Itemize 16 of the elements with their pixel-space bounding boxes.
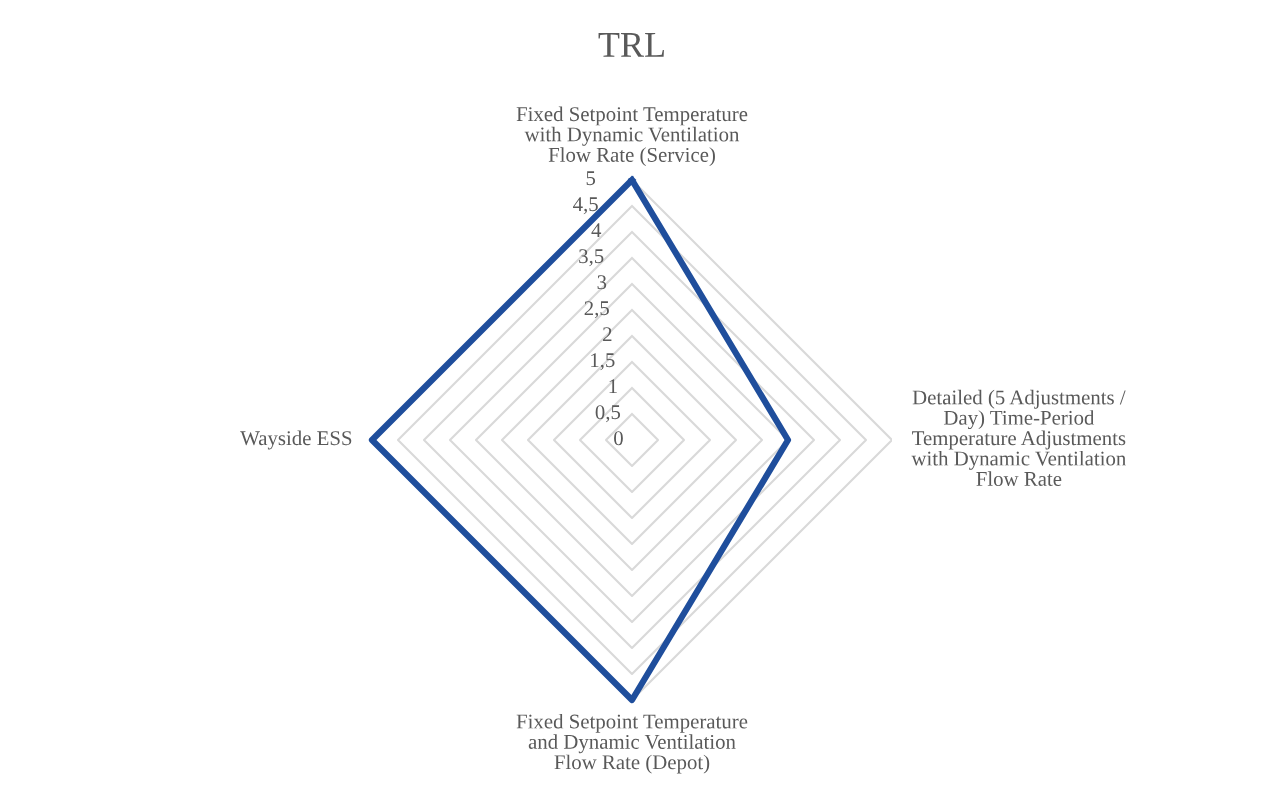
y-tick-label: 4 [591,223,602,238]
y-tick-label: 5 [586,171,596,186]
y-tick-label: 1,5 [591,353,615,371]
y-tick-label: 2 [603,327,612,342]
y-tick-label: 3,5 [579,249,604,267]
y-tick-label: 2,5 [584,301,609,319]
y-tick-label: 1 [609,379,617,394]
spoke-label: Fixed Setpoint Temperature with Dynamic Ventilation Flow Rate (Service) [516,106,748,167]
chart-title: TRL [598,33,664,57]
spoke-label: Detailed (5 Adjustments / Day) Time-Period Temperature Adjustments with Dynamic Ventilation Flow Rate [911,389,1126,486]
y-tick-label: 4,5 [573,197,598,215]
spoke-label: Fixed Setpoint Temperature and Dynamic Ventilation Flow Rate (Depot) [516,713,748,774]
y-tick-label: 0,5 [595,405,621,423]
y-tick-label: 3 [597,275,607,290]
spoke-label: Wayside ESS [240,430,352,450]
y-tick-label: 0 [614,431,623,446]
